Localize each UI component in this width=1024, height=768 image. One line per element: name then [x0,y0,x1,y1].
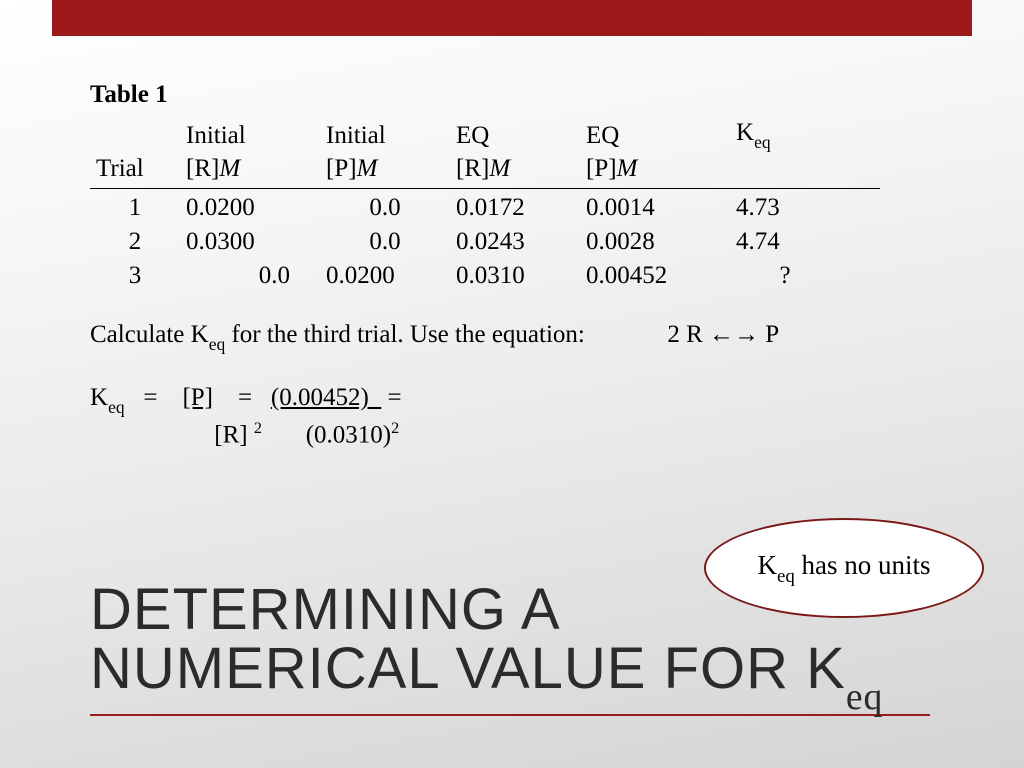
hdr-rm-2: [R]M [450,152,580,186]
hdr-trial: Trial [90,152,180,186]
prompt-line: Calculate Keq for the third trial. Use t… [90,318,950,355]
slide-title: DETERMINING A NUMERICAL VALUE FOR Keq [90,580,950,708]
hdr-rm-1: [R]M [180,152,320,186]
table-title: Table 1 [90,78,950,112]
slide-body: Table 1 Initial Initial EQ EQ Keq Trial … [90,78,950,452]
slide-title-block: DETERMINING A NUMERICAL VALUE FOR Keq [90,580,950,716]
table-row: 1 0.0200 0.0 0.0172 0.0014 4.73 [90,191,840,225]
hdr-initial-p: Initial [320,116,450,153]
hdr-keq: Keq [730,116,840,153]
data-table: Initial Initial EQ EQ Keq Trial [R]M [P]… [90,116,840,186]
title-underline [90,714,930,716]
table-row: 2 0.0300 0.0 0.0243 0.0028 4.74 [90,225,840,259]
hdr-eq-r: EQ [450,116,580,153]
table-header-row-2: Trial [R]M [P]M [R]M [P]M [90,152,840,186]
keq-equation: Keq = [P] = (0.00452) = [R] 2 (0.0310)2 [90,381,950,452]
hdr-initial-r: Initial [180,116,320,153]
reaction-equation: 2 R ←→ P [667,321,779,348]
hdr-pm-1: [P]M [320,152,450,186]
data-table-body: 1 0.0200 0.0 0.0172 0.0014 4.73 2 0.0300… [90,191,840,292]
table-header-underline [90,188,880,189]
table-header-row-1: Initial Initial EQ EQ Keq [90,116,840,153]
table-row: 3 0.0 0.0200 0.0310 0.00452 ? [90,259,840,293]
hdr-pm-2: [P]M [580,152,730,186]
top-accent-bar [52,0,972,36]
hdr-eq-p: EQ [580,116,730,153]
